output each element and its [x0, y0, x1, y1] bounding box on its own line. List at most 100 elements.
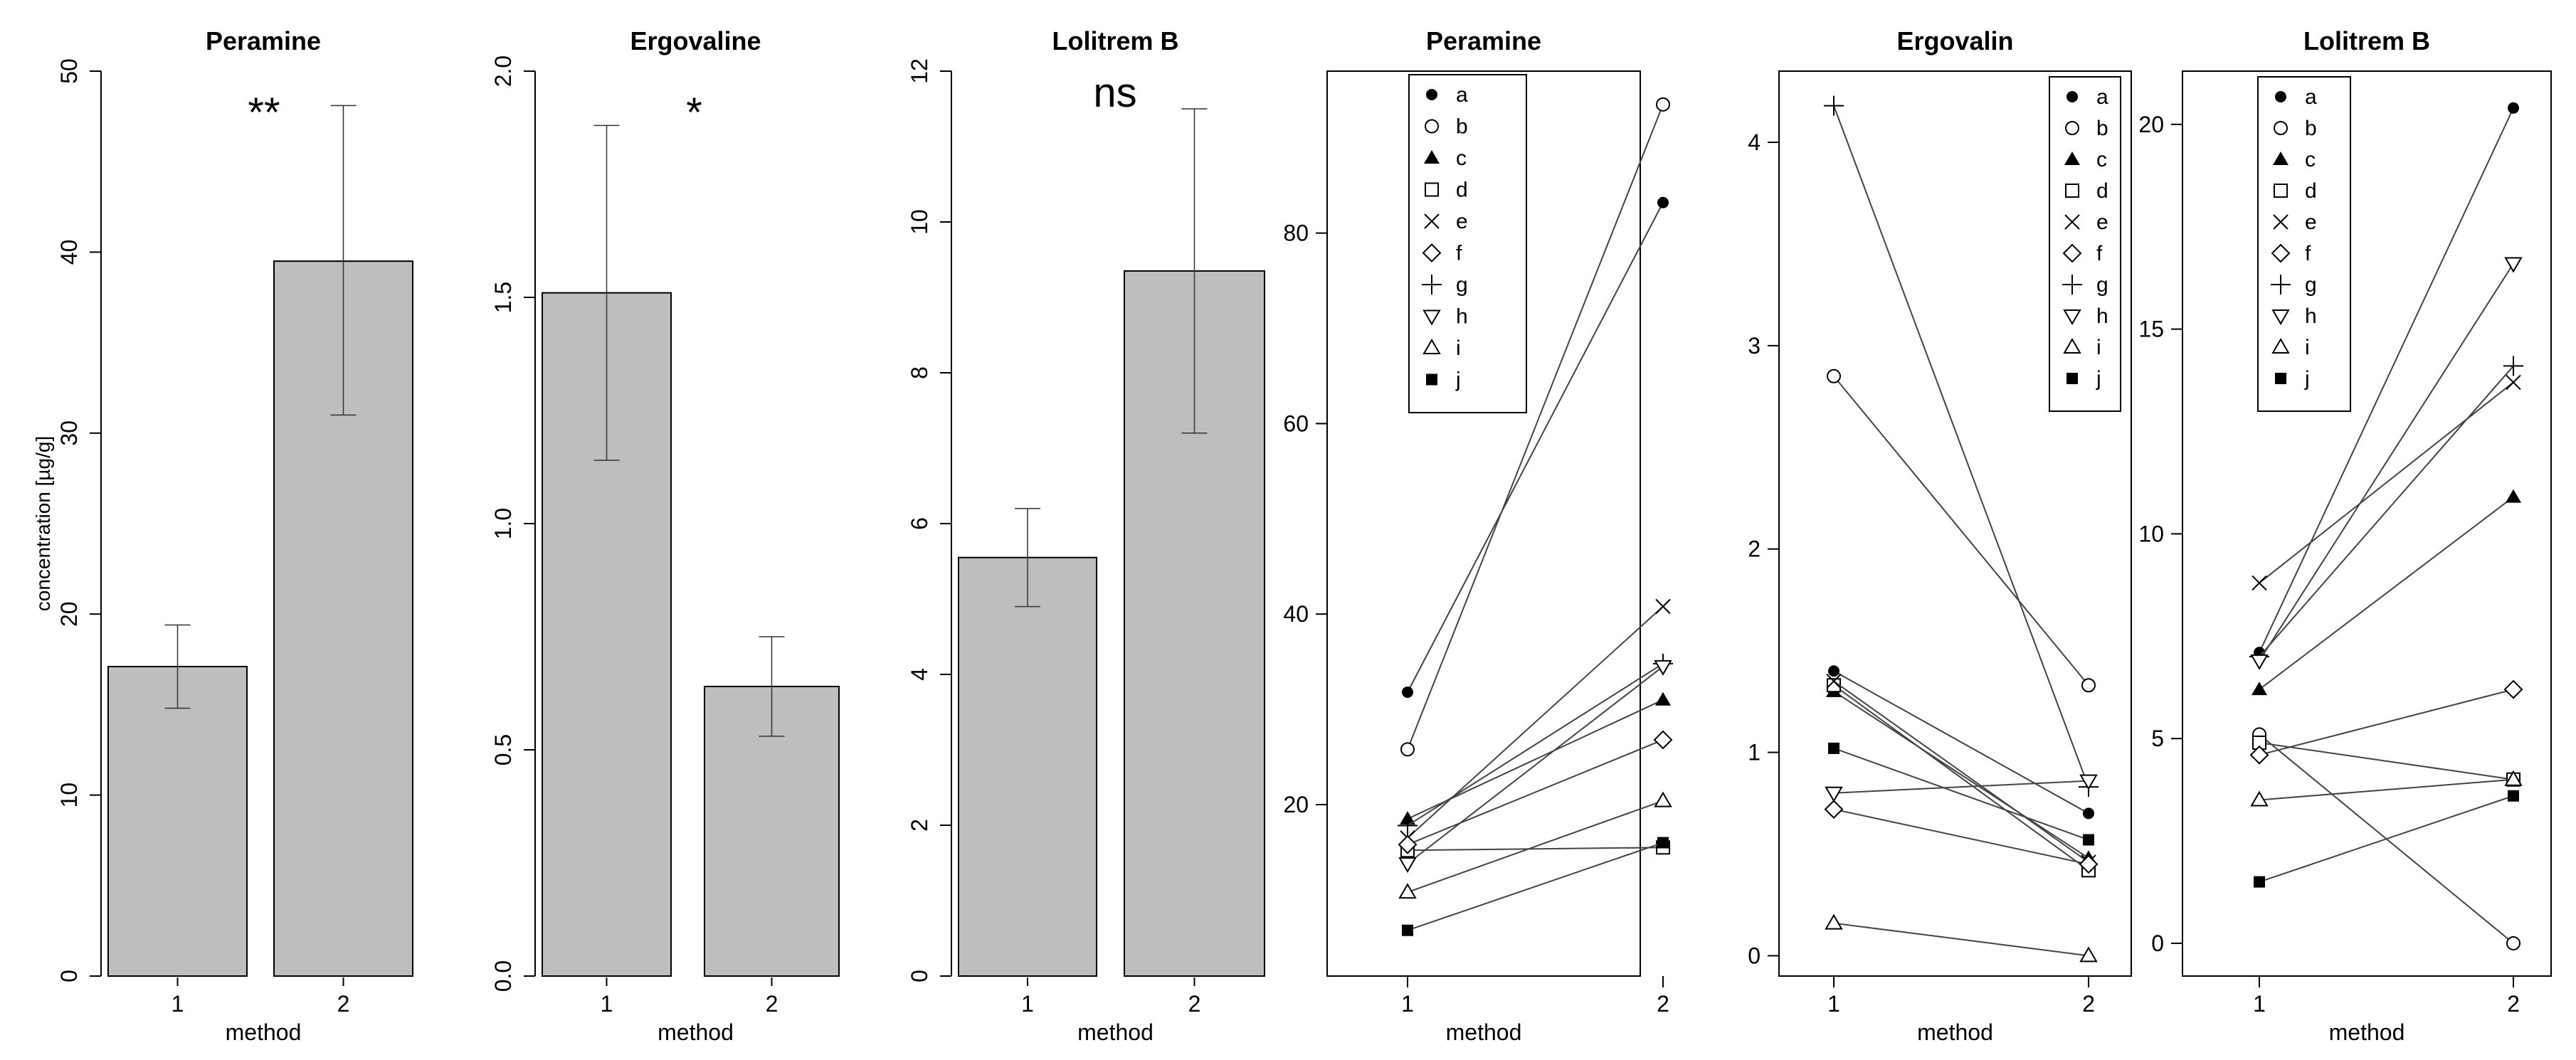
series-line: [1407, 104, 1664, 750]
data-point: [2506, 936, 2520, 950]
y-tick-label: 0: [907, 970, 932, 982]
data-point: [1400, 742, 1415, 757]
data-point: [1825, 786, 1843, 802]
data-point: [1828, 742, 1839, 754]
legend-label: j: [2096, 367, 2101, 391]
data-point: [1655, 691, 1671, 706]
data-point: [1657, 837, 1669, 849]
data-point: [1657, 196, 1669, 208]
bar-chart-1: Peramine 0 10 20 30 40 50 concentration [µg/g] 1…: [32, 26, 413, 1045]
legend-label: f: [2096, 242, 2103, 265]
legend-label: d: [1456, 179, 1468, 202]
x-tick-label: 2: [1657, 991, 1669, 1017]
x-tick-label: 1: [2253, 991, 2266, 1017]
legend-label: j: [1455, 369, 1461, 392]
data-point: [2081, 678, 2096, 693]
y-tick-label: 8: [907, 366, 932, 379]
legend-label: i: [2305, 336, 2310, 359]
legend-marker: [2062, 243, 2082, 263]
plot-box: [1778, 70, 2132, 977]
series-f: [1824, 800, 2099, 874]
series-f: [1398, 730, 1673, 854]
data-point: [2506, 374, 2521, 391]
legend-marker: [2064, 214, 2080, 230]
series-e: [1826, 673, 2096, 870]
legend-marker: [1422, 309, 1441, 326]
series-h: [2250, 257, 2523, 670]
series-line: [1833, 680, 2089, 863]
data-point: [2252, 575, 2267, 591]
series-line: [1407, 202, 1664, 693]
y-tick-label: 0.5: [490, 734, 516, 765]
y-tick-label: 15: [2138, 317, 2164, 342]
legend-label: a: [2096, 85, 2108, 109]
legend-marker: [2274, 184, 2288, 198]
bar: [107, 665, 248, 977]
series-line: [1407, 605, 1664, 839]
data-point: [1398, 815, 1418, 836]
series-line: [1833, 684, 2089, 871]
x-tick-label: 1: [601, 991, 613, 1017]
y-tick-label: 0: [2151, 931, 2164, 956]
data-point: [2506, 489, 2521, 503]
x-tick-label: 1: [1401, 991, 1414, 1017]
significance-label: **: [248, 90, 280, 136]
legend-marker: [1422, 243, 1442, 263]
legend-marker: [2273, 152, 2289, 165]
x-axis-label: method: [1446, 1019, 1522, 1045]
series-line: [2259, 778, 2514, 801]
y-tick-label: 12: [907, 58, 932, 84]
series-i: [1825, 913, 2098, 963]
series-i: [1398, 791, 1672, 899]
series-d: [2252, 735, 2520, 787]
series-line: [1833, 922, 2089, 957]
series-line: [1833, 670, 2089, 815]
y-tick-label: 1: [1748, 740, 1761, 765]
legend-marker: [1422, 275, 1442, 295]
legend-label: a: [1456, 83, 1468, 107]
y-tick-label: 10: [907, 209, 932, 235]
series-h: [1825, 774, 2098, 802]
data-point: [2079, 774, 2098, 790]
legend-label: e: [2096, 211, 2108, 234]
legend-label: e: [2305, 211, 2317, 234]
y-tick-label: 20: [56, 601, 82, 627]
legend-marker: [2273, 214, 2289, 230]
data-point: [1656, 97, 1670, 112]
y-tick-label: 0.0: [490, 960, 516, 992]
series-h: [1398, 659, 1672, 874]
series-line: [2259, 496, 2514, 690]
data-point: [1402, 924, 1413, 936]
chart-title: Ergovalin: [1896, 26, 2013, 55]
data-point: [2252, 682, 2267, 696]
data-point: [1398, 834, 1418, 854]
legend-label: g: [2096, 273, 2108, 297]
series-line: [1407, 800, 1664, 894]
series-c: [2252, 489, 2521, 696]
data-point: [2508, 790, 2519, 802]
x-axis-label: method: [1077, 1019, 1154, 1045]
series-g: [1398, 653, 1673, 836]
data-point: [2250, 654, 2269, 670]
y-tick-label: 1.5: [490, 282, 516, 313]
bar: [958, 556, 1097, 977]
legend-label: d: [2305, 179, 2317, 203]
legend-marker: [2064, 152, 2080, 165]
x-tick-label: 2: [1188, 991, 1201, 1017]
data-point: [2083, 834, 2094, 846]
series-b: [1827, 369, 2096, 693]
y-tick-label: 0: [1748, 943, 1761, 968]
y-tick-label: 20: [1283, 792, 1309, 817]
y-tick-label: 30: [56, 420, 82, 446]
y-tick-label: 1.0: [490, 508, 516, 539]
significance-label: ns: [1093, 70, 1136, 116]
legend-marker: [2063, 309, 2081, 325]
y-tick-label: 6: [907, 517, 932, 530]
bar-chart-2: Ergovaline 0.0 0.5 1.0 1.5 2.0 1 2 method *: [490, 26, 840, 1045]
y-tick-label: 40: [1283, 601, 1309, 627]
legend-label: e: [1456, 210, 1468, 233]
